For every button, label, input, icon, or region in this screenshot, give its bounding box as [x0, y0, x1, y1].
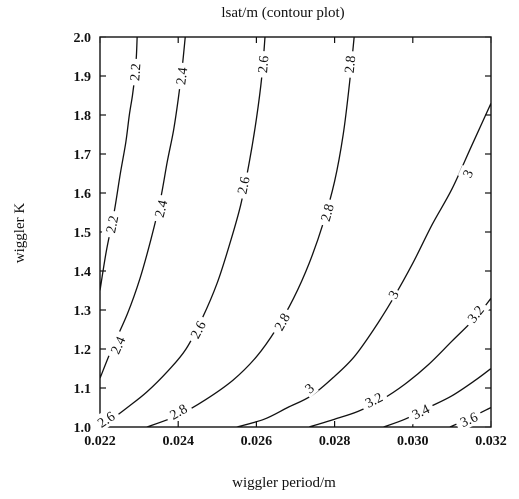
- contour-label-group: 3: [457, 164, 478, 183]
- y-tick-label: 1.7: [74, 148, 92, 163]
- x-tick-label: 0.032: [475, 434, 507, 449]
- contour-label-bg: [358, 386, 390, 413]
- contour-label-bg: [457, 164, 478, 183]
- contour-label-group: 2.4: [171, 61, 191, 91]
- y-axis-label: wiggler K: [12, 203, 28, 264]
- contour-label-group: 2.2: [125, 58, 144, 86]
- x-tick-label: 0.028: [319, 434, 351, 449]
- contour-label-bg: [184, 314, 212, 345]
- contour-label-group: 2.6: [253, 50, 272, 79]
- y-tick-label: 1.8: [74, 109, 92, 124]
- contour-label-bg: [340, 50, 359, 79]
- y-tick-label: 1.6: [74, 187, 92, 202]
- contour-label: 3.4: [410, 402, 432, 423]
- contour-label-group: 3: [383, 285, 403, 304]
- x-tick-label: 0.026: [241, 434, 273, 449]
- contour-label: 2.6: [256, 55, 272, 74]
- contour-lines: [100, 37, 491, 427]
- contour-label-bg: [162, 397, 194, 425]
- y-tick-label: 1.1: [74, 382, 92, 397]
- contour-label-bg: [405, 398, 437, 425]
- contour-label-bg: [460, 298, 490, 330]
- contour-label-group: 2.8: [268, 306, 296, 338]
- contour-label-bg: [268, 306, 296, 338]
- y-tick-label: 1.4: [74, 265, 92, 280]
- contour-label: 2.2: [104, 214, 122, 234]
- contour-line-2-6: [100, 37, 266, 427]
- contour-label-group: 2.8: [162, 397, 194, 425]
- contour-label: 2.8: [272, 311, 294, 334]
- x-tick-label: 0.024: [162, 434, 194, 449]
- contour-label-group: 2.8: [315, 197, 339, 228]
- contour-label: 2.8: [343, 55, 360, 74]
- contour-label-group: 2.4: [104, 329, 131, 361]
- y-tick-label: 2.0: [74, 31, 92, 46]
- contour-label-bg: [171, 61, 191, 91]
- contour-label: 2.4: [153, 199, 172, 220]
- contour-label-group: 3.4: [405, 398, 437, 425]
- y-tick-label: 1.3: [74, 304, 92, 319]
- contour-line-2-8: [146, 37, 355, 427]
- y-tick-label: 1.2: [74, 343, 92, 358]
- contour-label: 2.4: [109, 335, 130, 357]
- contour-label: 2.6: [236, 175, 254, 195]
- contour-label-group: 2.6: [184, 314, 212, 345]
- contour-label: 2.4: [174, 67, 191, 86]
- contour-label-group: 3.2: [460, 298, 490, 330]
- contour-label-bg: [315, 197, 339, 228]
- contour-label-bg: [383, 285, 403, 304]
- contour-label: 2.8: [319, 202, 338, 223]
- contour-label: 3.6: [458, 410, 480, 431]
- contour-line-3-4: [383, 367, 491, 427]
- contour-label-bg: [149, 193, 172, 224]
- contour-label-group: 2.8: [340, 50, 360, 79]
- contour-label-bg: [253, 50, 272, 79]
- x-tick-label: 0.022: [84, 434, 116, 449]
- plot-area: 0.022 0.024 0.026 0.028 0.030 0.032 1.0 1.1 1.2 1…: [74, 31, 507, 449]
- chart-title: lsat/m (contour plot): [221, 5, 344, 21]
- x-tick-label: 0.030: [397, 434, 429, 449]
- x-axis-label: wiggler period/m: [232, 475, 336, 491]
- contour-label: 2.2: [128, 63, 144, 82]
- contour-label-group: 3: [299, 378, 319, 398]
- contour-label-bg: [90, 405, 122, 434]
- y-tick-label: 1.5: [74, 226, 92, 241]
- contour-label-group: 3.6: [453, 406, 485, 432]
- contour-label-bg: [125, 58, 144, 86]
- contour-label-bg: [453, 406, 485, 432]
- contour-label-bg: [101, 209, 123, 239]
- y-tick-label: 1.9: [74, 70, 92, 85]
- contour-label-group: 2.6: [90, 405, 122, 434]
- contour-label-bg: [299, 378, 319, 398]
- contour-line-3: [236, 103, 491, 427]
- contour-label-group: 3.2: [358, 386, 390, 413]
- contour-label-bg: [232, 170, 254, 200]
- contour-label: 2.6: [188, 319, 209, 341]
- contour-label: 3.2: [363, 390, 385, 411]
- contour-label-group: 2.2: [101, 209, 123, 239]
- y-tick-label: 1.0: [74, 421, 92, 436]
- contour-label-bg: [104, 329, 131, 361]
- contour-label-group: 2.4: [149, 193, 172, 224]
- contour-label-group: 2.6: [232, 170, 254, 200]
- plot-frame: [99, 36, 492, 428]
